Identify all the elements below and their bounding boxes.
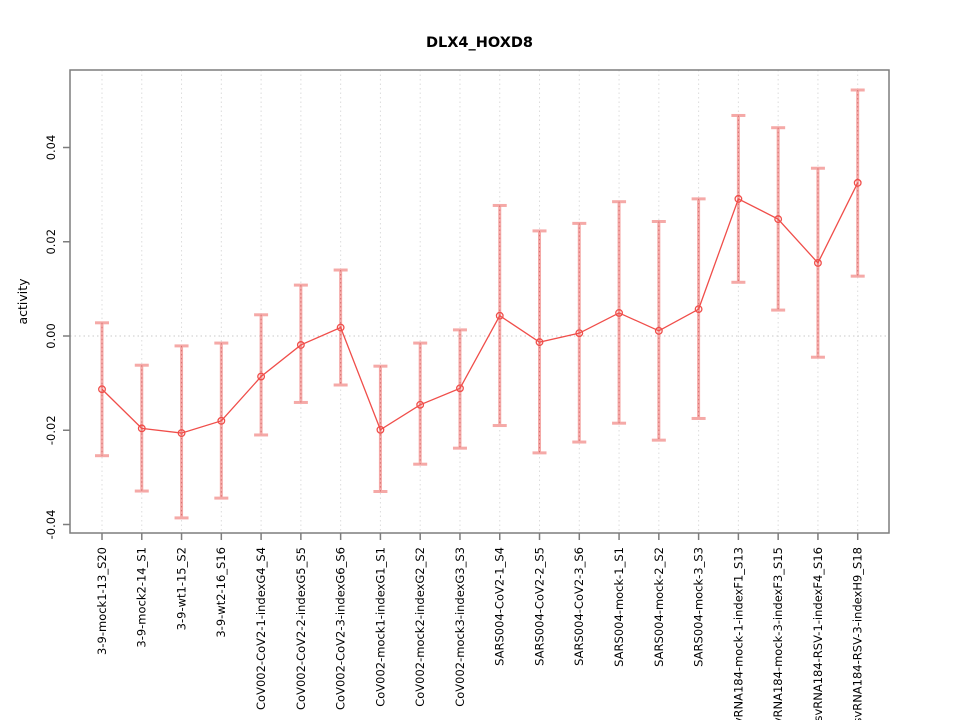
x-tick-label: CoV002-mock1-indexG1_S1 [373, 547, 387, 707]
x-tick-label: svRNA184-RSV-3-indexH9_S18 [851, 547, 865, 720]
data-point-marker [296, 341, 305, 349]
data-point-marker [734, 194, 743, 203]
data-point-marker [654, 326, 663, 335]
data-point-marker [257, 372, 266, 381]
x-tick-label: 3-9-wt1-15_S2 [174, 547, 188, 630]
x-tick-label: CoV002-CoV2-2-indexG5_S5 [294, 547, 308, 710]
chart-title: DLX4_HOXD8 [426, 35, 533, 51]
y-tick-label: -0.04 [44, 510, 58, 540]
data-point-marker [177, 429, 186, 438]
x-tick-label: 3-9-mock1-13_S20 [95, 547, 109, 655]
data-point-marker [853, 178, 862, 187]
plot-border [69, 69, 890, 534]
data-point-marker [98, 385, 106, 394]
x-tick-label: SARS004-mock-1_S1 [612, 547, 626, 667]
x-tick-label: SARS004-mock-3_S3 [692, 547, 706, 667]
x-tick-label: svRNA184-RSV-1-indexF4_S16 [811, 547, 825, 720]
y-tick-label: 0.00 [44, 323, 58, 349]
y-axis-label: activity [15, 278, 30, 325]
x-tick-label: SARS004-CoV2-1_S4 [493, 547, 507, 666]
data-point-marker [416, 400, 425, 409]
x-tick-label: CoV002-CoV2-3-indexG6_S6 [334, 547, 348, 710]
x-tick-label: 3-9-wt2-16_S16 [214, 547, 228, 638]
x-tick-label: CoV002-mock2-indexG2_S2 [413, 547, 427, 707]
x-tick-label: svRNA184-mock-3-indexF3_S15 [771, 547, 785, 720]
series-line [101, 182, 859, 434]
x-tick-label: SARS004-CoV2-2_S5 [532, 547, 546, 666]
data-point-marker [575, 329, 584, 338]
x-tick-label: SARS004-mock-2_S2 [652, 547, 666, 667]
data-point-marker [137, 424, 146, 433]
x-tick-label: 3-9-mock2-14_S1 [135, 547, 149, 648]
x-tick-label: svRNA184-mock-1-indexF1_S13 [731, 547, 745, 720]
data-point-marker [694, 305, 703, 314]
data-point-marker [495, 311, 504, 320]
data-point-marker [456, 384, 464, 393]
data-point-marker [376, 425, 385, 434]
x-tick-label: CoV002-CoV2-1-indexG4_S4 [254, 547, 268, 710]
y-tick-label: 0.04 [44, 135, 58, 161]
data-point-marker [535, 338, 544, 347]
plot-layer: -0.04 -0.02 0.00 0.02 0.04 3-9-mock1-13_S20 3-… [44, 69, 890, 724]
x-tick-label: SARS004-CoV2-3_S6 [572, 547, 586, 666]
x-tick-label: CoV002-mock3-indexG3_S3 [453, 547, 467, 707]
data-point-marker [774, 215, 783, 224]
data-point-marker [217, 416, 226, 425]
y-tick-label: 0.02 [44, 229, 58, 255]
data-point-marker [813, 259, 822, 267]
y-tick-label: -0.02 [44, 415, 58, 445]
data-point-marker [336, 323, 345, 332]
data-point-marker [615, 308, 624, 317]
